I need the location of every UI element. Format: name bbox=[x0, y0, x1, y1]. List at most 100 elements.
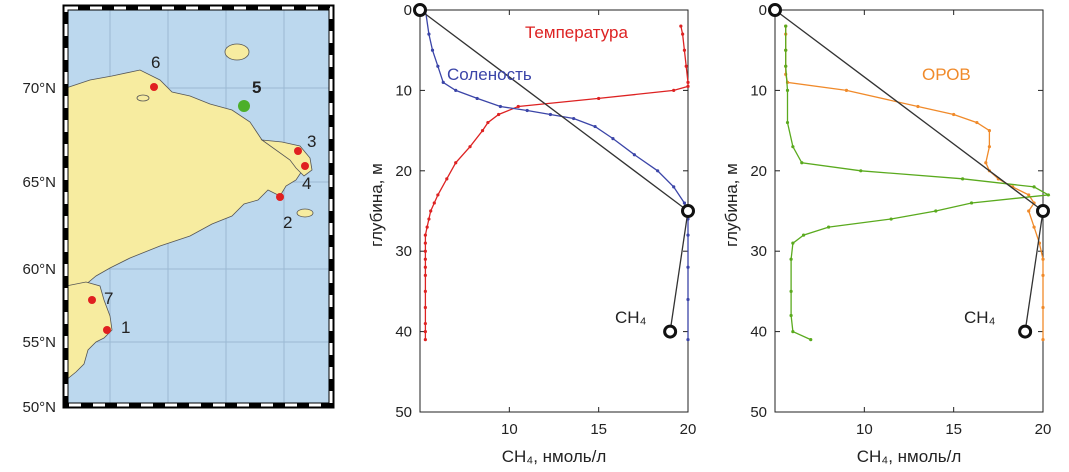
station-marker bbox=[88, 296, 96, 304]
y-tick-label: 30 bbox=[750, 243, 767, 260]
data-point bbox=[632, 153, 637, 157]
axis-ticks: 0 10 20 30 40 50 10 15 20 bbox=[395, 2, 696, 438]
data-point bbox=[975, 120, 979, 125]
data-point bbox=[916, 104, 920, 109]
data-point bbox=[784, 24, 788, 28]
data-point bbox=[423, 338, 427, 342]
data-point bbox=[423, 265, 427, 269]
y-tick-label: 0 bbox=[759, 2, 767, 19]
data-point bbox=[684, 64, 688, 68]
data-point bbox=[682, 201, 687, 205]
data-point bbox=[441, 80, 445, 84]
y-tick-label: 0 bbox=[404, 2, 412, 19]
y-tick-label: 40 bbox=[395, 324, 412, 341]
y-axis-label: глубина, м bbox=[367, 163, 386, 247]
data-point bbox=[791, 241, 795, 245]
x-tick-label: 20 bbox=[680, 421, 697, 438]
data-point bbox=[844, 88, 849, 92]
x-tick-label: 10 bbox=[856, 421, 873, 438]
data-point bbox=[686, 338, 690, 342]
station-marker bbox=[276, 193, 284, 201]
series-label: Соленость bbox=[447, 65, 532, 84]
data-point bbox=[682, 48, 687, 52]
station-marker bbox=[301, 162, 309, 170]
data-point bbox=[801, 233, 806, 237]
data-point bbox=[468, 145, 472, 149]
island-wrangel bbox=[224, 43, 250, 61]
station-marker bbox=[238, 100, 250, 112]
data-point bbox=[784, 64, 788, 68]
y-tick-label: 10 bbox=[750, 82, 767, 99]
data-point bbox=[423, 330, 427, 334]
station-label: 4 bbox=[302, 174, 311, 193]
x-tick-label: 15 bbox=[590, 421, 607, 438]
series-label: CH₄ bbox=[615, 308, 647, 327]
data-point bbox=[597, 96, 601, 101]
y-tick-label: 50 bbox=[395, 404, 412, 421]
island-ayon bbox=[136, 94, 150, 102]
ch4-marker bbox=[1036, 204, 1050, 218]
series-lines bbox=[413, 3, 695, 342]
data-point bbox=[548, 112, 553, 117]
data-point bbox=[423, 233, 427, 237]
y-tick-label: 20 bbox=[750, 163, 767, 180]
data-point bbox=[423, 321, 427, 326]
plot-area bbox=[774, 9, 1044, 413]
data-point bbox=[987, 145, 992, 149]
data-point bbox=[784, 48, 788, 52]
data-point bbox=[789, 257, 793, 261]
data-point bbox=[961, 177, 965, 181]
data-point bbox=[889, 217, 893, 221]
data-point bbox=[686, 84, 690, 88]
data-point bbox=[423, 273, 427, 277]
data-point bbox=[425, 225, 429, 229]
ch4-marker bbox=[768, 3, 782, 17]
lat-label: 55°N bbox=[22, 334, 56, 351]
y-tick-label: 40 bbox=[750, 324, 767, 341]
x-tick-label: 10 bbox=[501, 421, 518, 438]
station-label: 3 bbox=[307, 132, 316, 151]
data-point bbox=[789, 313, 793, 318]
data-point bbox=[1027, 209, 1031, 213]
data-point bbox=[827, 225, 831, 229]
x-axis-label: CH₄, нмоль/л bbox=[857, 447, 962, 466]
data-point bbox=[454, 161, 458, 165]
data-point bbox=[429, 209, 433, 213]
data-point bbox=[436, 193, 440, 197]
data-point bbox=[1041, 338, 1045, 342]
data-point bbox=[800, 161, 804, 165]
data-point bbox=[785, 120, 790, 125]
lat-label: 50°N bbox=[22, 399, 56, 416]
station-label: 5 bbox=[252, 78, 261, 97]
lat-label: 70°N bbox=[22, 80, 56, 97]
axis-ticks: 0 10 20 30 40 50 10 15 20 bbox=[750, 2, 1051, 438]
data-point bbox=[1041, 273, 1045, 277]
data-point bbox=[952, 112, 956, 117]
station-label: 1 bbox=[121, 318, 130, 337]
y-tick-label: 10 bbox=[395, 82, 412, 99]
data-point bbox=[436, 64, 440, 68]
data-point bbox=[1041, 305, 1045, 310]
data-point bbox=[791, 145, 795, 149]
data-point bbox=[789, 289, 793, 293]
series-lines bbox=[768, 3, 1051, 342]
lat-label: 60°N bbox=[22, 261, 56, 278]
data-point bbox=[432, 201, 436, 205]
data-point bbox=[859, 169, 863, 173]
island-small bbox=[296, 208, 314, 218]
y-tick-label: 30 bbox=[395, 243, 412, 260]
data-point bbox=[593, 124, 597, 129]
kamchatka bbox=[65, 281, 113, 381]
ch4-marker bbox=[663, 324, 678, 339]
data-point bbox=[498, 104, 502, 109]
station-marker bbox=[294, 147, 302, 155]
ch4-marker bbox=[413, 3, 427, 17]
plot-area bbox=[419, 9, 689, 413]
y-tick-label: 50 bbox=[750, 404, 767, 421]
data-point bbox=[969, 201, 974, 205]
x-axis-label: CH₄, нмоль/л bbox=[502, 447, 607, 466]
series-label: CH₄ bbox=[964, 308, 996, 327]
data-point bbox=[791, 330, 795, 334]
